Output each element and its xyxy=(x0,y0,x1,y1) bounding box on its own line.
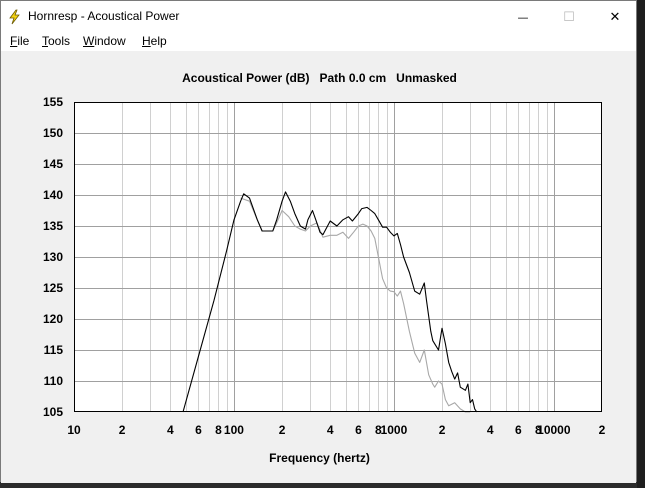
hornresp-app-icon xyxy=(9,9,20,25)
y-tick-label: 120 xyxy=(43,312,63,326)
y-tick-label: 115 xyxy=(44,343,64,357)
x-tick-label: 100 xyxy=(224,423,244,437)
x-axis-label: Frequency (hertz) xyxy=(269,451,370,465)
x-tick-label: 1000 xyxy=(381,423,408,437)
title-bar[interactable]: Hornresp - Acoustical Power — ☐ ✕ xyxy=(1,1,636,33)
menu-tools[interactable]: Tools xyxy=(42,34,70,48)
x-tick-label: 4 xyxy=(327,423,334,437)
menu-window[interactable]: Window xyxy=(83,34,126,48)
series-line-secondary xyxy=(240,197,471,413)
y-tick-label: 140 xyxy=(43,188,63,202)
plot-frame xyxy=(74,102,602,412)
x-tick-label: 6 xyxy=(515,423,522,437)
maximize-icon: ☐ xyxy=(563,9,575,25)
menu-window-label: indow xyxy=(94,34,126,48)
y-tick-label: 125 xyxy=(43,281,63,295)
background-window-edge xyxy=(637,0,645,488)
x-tick-label: 2 xyxy=(279,423,286,437)
menu-help-label: elp xyxy=(150,34,167,48)
minimize-icon: — xyxy=(517,10,529,24)
y-tick-label: 130 xyxy=(43,250,63,264)
y-tick-label: 105 xyxy=(43,405,63,419)
x-tick-label: 8 xyxy=(375,423,382,437)
x-tick-label: 6 xyxy=(355,423,362,437)
y-axis-ticks: 155 150 145 140 135 130 125 120 115 110 105 xyxy=(43,95,63,419)
x-tick-label: 10000 xyxy=(537,423,571,437)
menu-tools-accel: T xyxy=(42,34,48,48)
x-tick-label: 8 xyxy=(535,423,542,437)
grid xyxy=(74,102,602,412)
x-tick-label: 2 xyxy=(119,423,126,437)
window-title: Hornresp - Acoustical Power xyxy=(28,9,180,23)
series-line-main xyxy=(182,191,478,413)
chart-title: Acoustical Power (dB) Path 0.0 cm Unmask… xyxy=(182,71,457,85)
menu-help[interactable]: Help xyxy=(142,34,167,48)
menu-help-accel: H xyxy=(142,34,151,48)
y-tick-label: 150 xyxy=(43,126,63,140)
menu-bar: File Tools Window Help xyxy=(1,33,636,51)
maximize-button[interactable]: ☐ xyxy=(546,1,592,33)
menu-file[interactable]: File xyxy=(10,34,29,48)
x-tick-label: 6 xyxy=(195,423,202,437)
menu-file-label: ile xyxy=(17,34,30,48)
menu-tools-label: ools xyxy=(48,34,71,48)
close-icon: ✕ xyxy=(609,9,621,25)
x-tick-label: 4 xyxy=(487,423,494,437)
close-button[interactable]: ✕ xyxy=(592,1,638,33)
x-tick-label: 4 xyxy=(167,423,174,437)
y-tick-label: 155 xyxy=(43,95,63,109)
y-tick-label: 145 xyxy=(43,157,63,171)
x-tick-label: 2 xyxy=(599,423,606,437)
menu-window-accel: W xyxy=(83,34,95,48)
minimize-button[interactable]: — xyxy=(500,1,546,33)
y-tick-label: 110 xyxy=(44,374,64,388)
y-tick-label: 135 xyxy=(43,219,63,233)
app-window: Hornresp - Acoustical Power — ☐ ✕ File T… xyxy=(0,0,638,483)
x-tick-label: 8 xyxy=(215,423,222,437)
x-tick-label: 2 xyxy=(439,423,446,437)
x-tick-label: 10 xyxy=(67,423,81,437)
menu-file-accel: F xyxy=(10,34,18,48)
series-group xyxy=(182,191,478,413)
